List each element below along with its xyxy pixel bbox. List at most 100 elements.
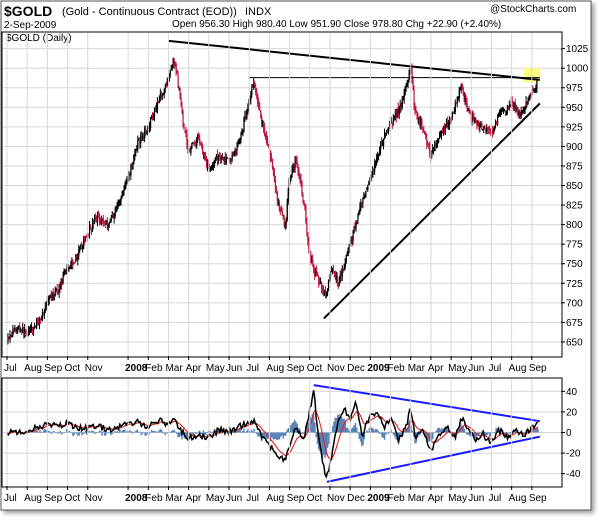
candle-body (427, 143, 429, 145)
candle-body (220, 157, 223, 159)
candle-body (354, 226, 356, 229)
osc-histogram-bar (440, 428, 443, 433)
osc-histogram-bar (163, 432, 165, 434)
candle-body (462, 88, 464, 93)
osc-histogram-bar (338, 414, 340, 433)
candle-body (278, 202, 281, 211)
candle-body (424, 131, 426, 135)
candle-body (103, 221, 106, 223)
osc-histogram-bar (340, 417, 343, 433)
osc-histogram-bar (64, 432, 67, 433)
candle-body (314, 271, 316, 276)
price-xtick-label-8: Apr (186, 363, 202, 374)
price-ytick-label-1000: 1000 (566, 64, 589, 75)
candle-body (419, 117, 421, 125)
osc-ytick-label-20: 20 (566, 407, 578, 418)
candle-body (198, 133, 200, 138)
candle-body (327, 281, 330, 289)
candle-body (343, 266, 345, 269)
candle-body (455, 102, 457, 104)
osc-histogram-bar (483, 432, 486, 436)
candle-body (519, 112, 521, 116)
osc-histogram-bar (94, 432, 97, 434)
osc-histogram-bar (150, 429, 153, 433)
osc-histogram-bar (302, 432, 305, 434)
price-xtick-label-5: 2008 (125, 363, 148, 374)
osc-histogram-bar (307, 422, 310, 433)
osc-histogram-bar (301, 432, 304, 434)
osc-histogram-bar (328, 432, 330, 444)
candle-body (231, 154, 233, 160)
candle-body (420, 119, 422, 125)
candle-body (84, 238, 86, 240)
osc-histogram-bar (272, 432, 274, 440)
candle-body (512, 102, 514, 110)
candle-body (500, 109, 503, 113)
osc-xtick-label-7: Mar (165, 493, 183, 504)
osc-histogram-bar (254, 432, 257, 433)
osc-histogram-bar (211, 432, 214, 434)
candle-body (360, 203, 362, 207)
osc-histogram-bar (148, 432, 150, 435)
osc-histogram-bar (39, 430, 41, 433)
candle-body (295, 159, 297, 162)
candle-body (457, 97, 459, 99)
candle-body (401, 98, 403, 108)
osc-histogram-bar (181, 432, 183, 440)
candle-body (234, 151, 236, 153)
candle-body (156, 100, 159, 109)
candle-body (201, 143, 203, 145)
candle-body (435, 143, 437, 149)
candle-body (368, 182, 370, 186)
candle-body (110, 218, 112, 221)
trendline-upper-resistance (168, 39, 540, 81)
candle-body (61, 281, 63, 284)
candle-body (505, 111, 508, 115)
osc-xtick-label-10: Jun (226, 493, 242, 504)
candle-body (439, 134, 441, 139)
candle-body (446, 121, 449, 126)
osc-histogram-bar (515, 428, 518, 433)
candle-body (362, 200, 364, 204)
candle-body (21, 329, 23, 333)
candle-body (221, 156, 223, 158)
candle-body (247, 107, 249, 112)
osc-histogram-bar (111, 432, 113, 435)
osc-histogram-bar (154, 431, 157, 433)
osc-histogram-bar (462, 425, 464, 433)
osc-histogram-bar (418, 432, 420, 436)
osc-histogram-bar (330, 432, 333, 433)
candle-body (239, 138, 241, 142)
price-xtick-label-14: Oct (307, 363, 323, 374)
price-ytick-label-900: 900 (566, 142, 583, 153)
candle-body (24, 329, 26, 333)
candle-body (169, 70, 171, 75)
candle-body (120, 197, 122, 201)
candle-body (185, 130, 187, 133)
candle-body (141, 134, 143, 139)
candle-body (490, 129, 492, 134)
osc-histogram-bar (49, 431, 51, 433)
osc-histogram-bar (361, 432, 363, 447)
osc-histogram-bar (413, 432, 415, 437)
candle-body (18, 326, 20, 328)
candle-body (426, 138, 428, 145)
price-ytick-label-650: 650 (566, 337, 583, 348)
candle-body (38, 319, 41, 325)
candle-body (147, 130, 149, 135)
candle-body (42, 313, 45, 315)
candle-body (213, 159, 216, 166)
osc-histogram-bar (291, 423, 293, 433)
price-xtick-label-18: Feb (388, 363, 406, 374)
osc-histogram-bar (176, 432, 178, 434)
osc-histogram-bar (494, 432, 496, 433)
candle-body (461, 84, 463, 88)
osc-histogram-bar (127, 430, 130, 433)
osc-xtick-label-4: Nov (85, 493, 103, 504)
osc-histogram-bar (310, 417, 312, 433)
osc-xtick-label-20: Apr (428, 493, 444, 504)
osc-histogram-bar (167, 432, 169, 434)
osc-histogram-bar (155, 431, 158, 433)
osc-histogram-bar (447, 427, 449, 433)
price-ytick-label-775: 775 (566, 240, 583, 251)
